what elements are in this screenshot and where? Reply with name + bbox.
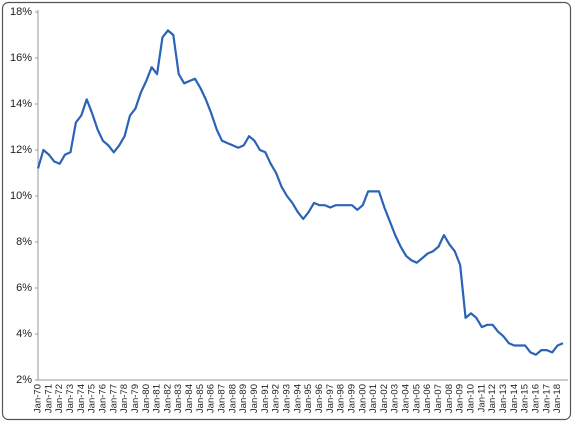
- y-tick-label: 12%: [10, 144, 32, 156]
- x-tick-label: Jan-12: [487, 384, 498, 413]
- x-tick-label: Jan-81: [152, 384, 163, 413]
- y-tick-label: 10%: [10, 190, 32, 202]
- x-tick-label: Jan-88: [227, 384, 238, 413]
- x-tick-label: Jan-93: [281, 384, 292, 413]
- y-tick-label: 16%: [10, 52, 32, 64]
- x-tick-label: Jan-97: [325, 384, 336, 413]
- x-tick-label: Jan-70: [33, 384, 44, 413]
- y-tick-label: 4%: [16, 328, 32, 340]
- x-tick-label: Jan-80: [141, 384, 152, 413]
- x-tick-label: Jan-82: [162, 384, 173, 413]
- x-tick-label: Jan-76: [97, 384, 108, 413]
- x-tick-label: Jan-08: [444, 384, 455, 413]
- x-tick-label: Jan-03: [390, 384, 401, 413]
- x-tick-label: Jan-86: [206, 384, 217, 413]
- x-tick-label: Jan-02: [379, 384, 390, 413]
- x-tick-label: Jan-99: [346, 384, 357, 413]
- y-tick-label: 6%: [16, 282, 32, 294]
- x-tick-label: Jan-94: [292, 384, 303, 413]
- x-tick-label: Jan-10: [466, 384, 477, 413]
- x-tick-label: Jan-74: [76, 384, 87, 413]
- x-tick-label: Jan-85: [195, 384, 206, 413]
- x-tick-label: Jan-71: [43, 384, 54, 413]
- x-tick-label: Jan-78: [119, 384, 130, 413]
- x-tick-label: Jan-87: [217, 384, 228, 413]
- y-tick-label: 8%: [16, 236, 32, 248]
- y-tick-label: 14%: [10, 98, 32, 110]
- x-tick-label: Jan-91: [260, 384, 271, 413]
- x-tick-label: Jan-92: [271, 384, 282, 413]
- x-tick-label: Jan-15: [520, 384, 531, 413]
- x-tick-label: Jan-75: [87, 384, 98, 413]
- x-tick-label: Jan-90: [249, 384, 260, 413]
- x-tick-label: Jan-06: [422, 384, 433, 413]
- x-tick-label: Jan-07: [433, 384, 444, 413]
- x-tick-label: Jan-84: [184, 384, 195, 413]
- x-tick-label: Jan-13: [498, 384, 509, 413]
- x-tick-label: Jan-89: [238, 384, 249, 413]
- data-line: [36, 29, 564, 356]
- x-tick-label: Jan-09: [455, 384, 466, 413]
- x-tick-label: Jan-77: [108, 384, 119, 413]
- x-tick-label: Jan-17: [541, 384, 552, 413]
- x-tick-label: Jan-79: [130, 384, 141, 413]
- y-tick-label: 18%: [10, 6, 32, 18]
- x-tick-label: Jan-83: [173, 384, 184, 413]
- x-tick-label: Jan-14: [509, 384, 520, 413]
- x-tick-label: Jan-95: [303, 384, 314, 413]
- x-tick-label: Jan-05: [411, 384, 422, 413]
- x-tick-label: Jan-11: [476, 384, 487, 412]
- x-tick-label: Jan-98: [336, 384, 347, 413]
- x-tick-label: Jan-72: [54, 384, 65, 413]
- x-tick-label: Jan-01: [368, 384, 379, 413]
- x-tick-label: Jan-73: [65, 384, 76, 413]
- x-tick-label: Jan-00: [357, 384, 368, 413]
- x-tick-label: Jan-18: [552, 384, 563, 413]
- y-tick-label: 2%: [16, 374, 32, 386]
- x-tick-label: Jan-96: [314, 384, 325, 413]
- x-tick-label: Jan-04: [401, 384, 412, 413]
- x-tick-label: Jan-16: [530, 384, 541, 413]
